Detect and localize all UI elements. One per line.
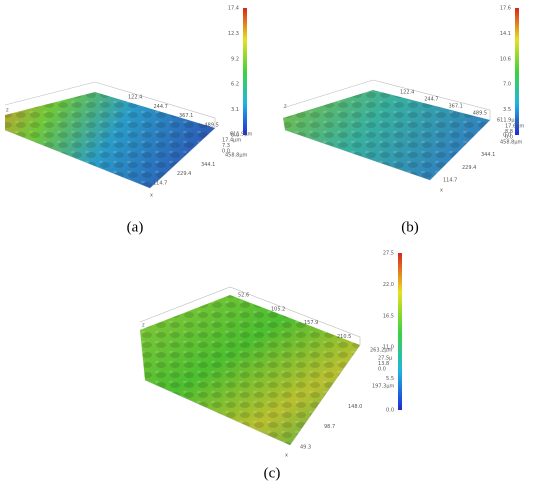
colorbar-tick-label: 6.2 <box>231 82 239 88</box>
axis-letter: x <box>440 188 443 194</box>
axis-label: 489.5 <box>205 122 219 128</box>
axis-label: 367.1 <box>179 113 193 119</box>
axis-label: 0.0 <box>222 149 230 155</box>
axis-label: 367.1 <box>449 104 463 110</box>
colorbar-tick-label: 27.5 <box>383 251 394 257</box>
axis-label: 148.0 <box>348 404 362 410</box>
axis-label: 611.9μm <box>497 118 519 124</box>
colorbar-tick-label: 17.4 <box>228 6 239 12</box>
axis-label: 344.1 <box>481 152 495 158</box>
axis-label: 157.9 <box>304 320 318 326</box>
surface-texture <box>283 90 490 180</box>
colorbar-tick-label: 14.1 <box>500 31 511 37</box>
axis-label: 263.2μm <box>370 348 392 354</box>
axis-label: 7.3 <box>222 143 230 149</box>
colorbar-tick-label: 0.0 <box>503 133 511 139</box>
axis-label: 611.9μm <box>230 132 252 138</box>
axis-label: 244.7 <box>154 104 168 110</box>
colorbar <box>243 8 247 135</box>
axis-label: 344.1 <box>201 162 215 168</box>
caption: (c) <box>264 465 281 481</box>
bounding-box <box>282 79 491 181</box>
colorbar-tick-label: 10.6 <box>500 56 511 62</box>
axis-letter: z <box>6 108 9 114</box>
colorbar <box>515 8 519 135</box>
axis-label: 244.7 <box>424 97 438 103</box>
axis-label: 13.8 <box>378 361 389 367</box>
axis-label: 229.4 <box>462 165 476 171</box>
axis-label: 17.6μm <box>505 124 524 130</box>
axis-letter: x <box>285 453 288 459</box>
colorbar-tick-label: 0.0 <box>386 408 394 414</box>
axis-label: 8.8 <box>505 129 513 135</box>
axis-label: 114.7 <box>153 181 167 187</box>
surface-texture <box>5 92 215 188</box>
axis-label: 122.4 <box>400 90 414 96</box>
axis-label: 458.8μm <box>225 153 247 159</box>
axis-label: 458.8μm <box>500 140 522 146</box>
axis-label: 0.0 <box>505 135 513 141</box>
axis-label: 197.3μm <box>372 384 394 390</box>
colorbar-tick-label: 5.5 <box>386 376 394 382</box>
axis-label: 105.2 <box>271 306 285 312</box>
colorbar-tick-label: 11.0 <box>383 345 394 351</box>
colorbar-tick-label: 3.5 <box>503 107 511 113</box>
colorbar-tick-label: 7.0 <box>503 82 511 88</box>
axis-label: 229.4 <box>177 171 191 177</box>
colorbar-tick-label: 3.1 <box>231 107 239 113</box>
axis-label: 210.5 <box>337 334 351 340</box>
caption: (b) <box>401 219 419 235</box>
colorbar-tick-label: 12.3 <box>228 31 239 37</box>
axis-label: 49.3 <box>300 445 311 451</box>
axis-label: 98.7 <box>324 424 335 430</box>
colorbar-tick-label: 0.0 <box>231 133 239 139</box>
colorbar-tick-label: 17.6 <box>500 6 511 12</box>
colorbar-tick-label: 22.0 <box>383 282 394 288</box>
axis-label: 27.5μ <box>378 356 393 362</box>
axis-label: 114.7 <box>443 178 457 184</box>
axis-letter: z <box>284 104 287 110</box>
axis-label: 489.5 <box>473 111 487 117</box>
axis-letter: z <box>142 323 145 329</box>
axis-label: 122.4 <box>128 95 142 101</box>
colorbar-tick-label: 16.5 <box>383 313 394 319</box>
axis-label: 52.6 <box>238 293 249 299</box>
colorbar-tick-label: 9.2 <box>231 56 239 62</box>
surface-texture <box>140 295 360 445</box>
caption: (a) <box>127 219 144 235</box>
colorbar <box>398 253 402 410</box>
axis-label: 0.0 <box>378 367 386 373</box>
axis-label: 17.4μm <box>222 138 241 144</box>
axis-letter: x <box>150 193 153 199</box>
